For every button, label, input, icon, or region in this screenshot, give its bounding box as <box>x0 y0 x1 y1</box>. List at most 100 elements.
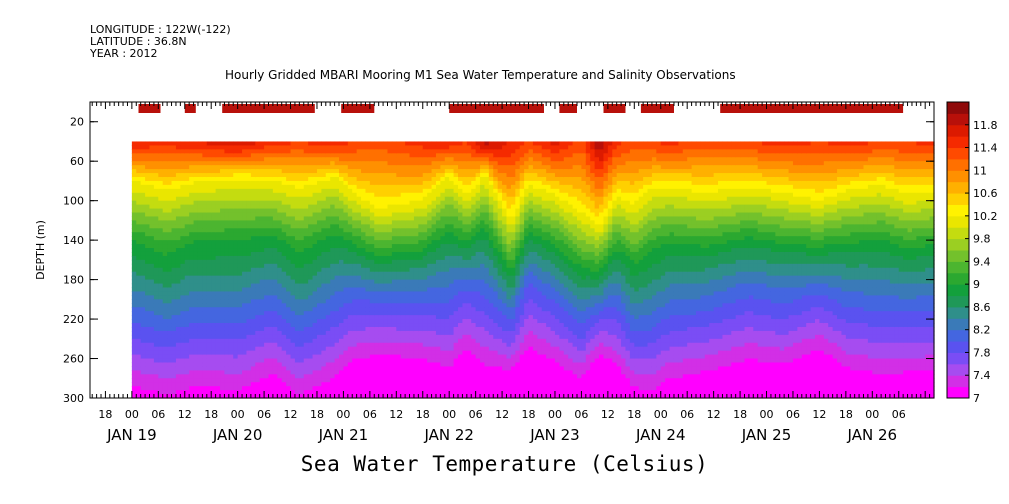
temperature-cell <box>250 240 256 245</box>
temperature-cell <box>136 208 142 214</box>
temperature-cell <box>171 303 177 308</box>
temperature-cell <box>308 299 314 304</box>
temperature-cell <box>378 342 384 348</box>
temperature-cell <box>202 386 208 391</box>
temperature-cell <box>409 382 415 387</box>
temperature-cell <box>184 338 190 344</box>
temperature-cell <box>374 382 380 387</box>
temperature-cell <box>268 161 274 166</box>
temperature-cell <box>281 263 287 269</box>
temperature-cell <box>272 354 278 360</box>
temperature-cell <box>444 255 450 261</box>
temperature-cell <box>383 330 389 336</box>
temperature-cell <box>396 279 402 285</box>
temperature-cell <box>224 330 230 336</box>
temperature-cell <box>228 259 234 265</box>
temperature-cell <box>462 346 468 352</box>
temperature-cell <box>435 390 441 395</box>
temperature-cell <box>202 374 208 379</box>
temperature-cell <box>255 326 261 332</box>
temperature-cell <box>255 180 261 186</box>
temperature-cell <box>233 251 239 257</box>
temperature-cell <box>224 323 230 328</box>
temperature-cell <box>321 346 327 352</box>
temperature-cell <box>303 303 309 308</box>
temperature-cell <box>316 354 322 360</box>
temperature-cell <box>197 180 203 186</box>
temperature-cell <box>193 200 199 206</box>
temperature-cell <box>396 220 402 225</box>
temperature-cell <box>312 374 318 379</box>
temperature-cell <box>462 212 468 218</box>
temperature-cell <box>211 141 217 147</box>
temperature-cell <box>339 232 345 237</box>
temperature-cell <box>374 346 380 352</box>
temperature-cell <box>290 315 296 320</box>
temperature-cell <box>233 394 239 399</box>
temperature-cell <box>308 271 314 277</box>
temperature-cell <box>321 188 327 194</box>
temperature-cell <box>206 366 212 371</box>
temperature-cell <box>462 157 468 162</box>
temperature-cell <box>409 346 415 352</box>
temperature-cell <box>149 323 155 328</box>
temperature-cell <box>352 311 358 316</box>
temperature-cell <box>140 141 146 147</box>
temperature-cell <box>224 299 230 304</box>
temperature-cell <box>303 188 309 194</box>
temperature-cell <box>162 196 168 202</box>
temperature-cell <box>316 271 322 277</box>
temperature-cell <box>361 342 367 348</box>
temperature-cell <box>339 184 345 190</box>
temperature-cell <box>242 338 248 344</box>
temperature-cell <box>197 263 203 269</box>
temperature-cell <box>409 334 415 340</box>
temperature-cell <box>211 149 217 154</box>
temperature-cell <box>347 390 353 395</box>
temperature-cell <box>316 378 322 383</box>
temperature-cell <box>184 200 190 206</box>
temperature-cell <box>365 394 371 399</box>
temperature-cell <box>272 255 278 261</box>
temperature-cell <box>431 275 437 281</box>
temperature-cell <box>264 244 270 249</box>
temperature-cell <box>220 307 226 312</box>
temperature-cell <box>330 173 336 178</box>
temperature-cell <box>383 204 389 210</box>
temperature-cell <box>140 299 146 304</box>
temperature-cell <box>237 334 243 340</box>
temperature-cell <box>264 275 270 281</box>
temperature-cell <box>308 319 314 324</box>
temperature-cell <box>202 354 208 360</box>
temperature-cell <box>352 192 358 198</box>
temperature-cell <box>184 141 190 147</box>
temperature-cell <box>339 303 345 308</box>
temperature-cell <box>321 315 327 320</box>
temperature-cell <box>330 315 336 320</box>
temperature-cell <box>361 180 367 186</box>
temperature-cell <box>321 338 327 344</box>
temperature-cell <box>224 378 230 383</box>
temperature-cell <box>158 299 164 304</box>
temperature-cell <box>387 346 393 352</box>
temperature-cell <box>149 248 155 253</box>
temperature-cell <box>405 153 411 158</box>
temperature-cell <box>378 267 384 273</box>
temperature-cell <box>224 224 230 229</box>
temperature-cell <box>361 358 367 364</box>
temperature-cell <box>356 240 362 245</box>
temperature-cell <box>365 283 371 289</box>
temperature-cell <box>272 267 278 273</box>
temperature-cell <box>220 342 226 348</box>
temperature-cell <box>453 378 459 383</box>
temperature-cell <box>365 149 371 154</box>
temperature-cell <box>339 145 345 150</box>
temperature-cell <box>361 236 367 241</box>
temperature-cell <box>303 169 309 174</box>
temperature-cell <box>440 342 446 348</box>
temperature-cell <box>145 153 151 158</box>
temperature-cell <box>422 287 428 293</box>
temperature-cell <box>175 307 181 312</box>
temperature-cell <box>259 394 265 399</box>
temperature-cell <box>462 338 468 344</box>
